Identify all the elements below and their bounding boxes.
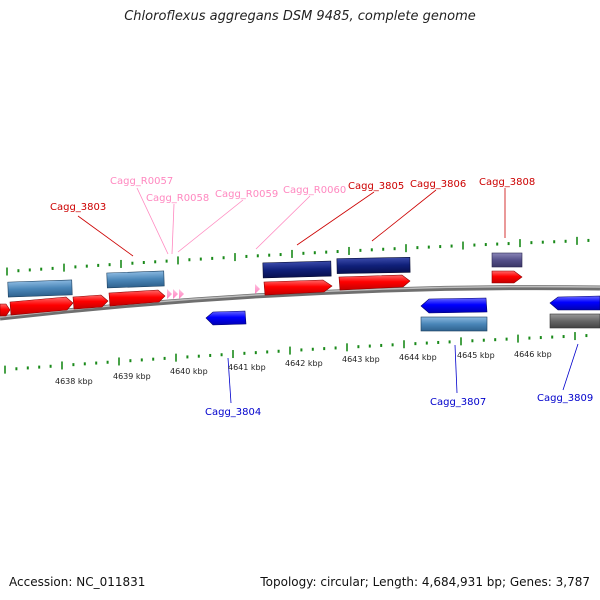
gene-label[interactable]: Cagg_3805	[348, 181, 404, 192]
feature-navy[interactable]	[262, 260, 332, 279]
gene-label[interactable]: Cagg_R0057	[110, 176, 173, 187]
label-connector	[77, 215, 134, 257]
cds-forward-arrow[interactable]	[108, 289, 166, 307]
upper-tick-row	[6, 236, 590, 276]
ruler-label: 4644 kbp	[399, 353, 437, 362]
label-connector	[255, 195, 311, 250]
rna-arrow[interactable]	[173, 289, 178, 299]
ruler-label: 4640 kbp	[170, 367, 208, 376]
label-connector	[177, 199, 244, 253]
cds-forward-arrow[interactable]	[72, 294, 109, 310]
cds-reverse-arrow[interactable]	[205, 310, 247, 326]
ruler-label: 4643 kbp	[342, 355, 380, 364]
cds-forward-arrow[interactable]	[0, 303, 11, 317]
feature-purple[interactable]	[491, 252, 523, 268]
lower-tick-row	[4, 332, 588, 374]
feature-steel[interactable]	[420, 316, 488, 332]
ruler-label: 4642 kbp	[285, 359, 323, 368]
cds-forward-arrow[interactable]	[491, 270, 523, 284]
gene-label[interactable]: Cagg_3804	[205, 407, 261, 418]
label-connector	[371, 189, 437, 242]
cds-forward-arrow[interactable]	[9, 296, 74, 316]
gene-label[interactable]: Cagg_3807	[430, 397, 486, 408]
ruler-label: 4639 kbp	[113, 372, 151, 381]
gene-label[interactable]: Cagg_3803	[50, 202, 106, 213]
label-connector	[171, 203, 175, 255]
gene-label[interactable]: Cagg_R0059	[215, 189, 278, 200]
accession-text: Accession: NC_011831	[9, 575, 146, 589]
topology-text: Topology: circular; Length: 4,684,931 bp…	[260, 575, 590, 589]
ruler-label: 4641 kbp	[228, 363, 266, 372]
gene-label[interactable]: Cagg_3808	[479, 177, 535, 188]
gene-label[interactable]: Cagg_R0058	[146, 193, 209, 204]
rna-arrow[interactable]	[167, 289, 172, 299]
label-connector	[136, 187, 169, 255]
cds-forward-arrow[interactable]	[338, 274, 411, 291]
label-connector	[227, 357, 232, 404]
ruler-label: 4646 kbp	[514, 350, 552, 359]
label-connector	[296, 191, 375, 246]
map-title: Chloroflexus aggregans DSM 9485, complet…	[124, 9, 476, 24]
feature-steel[interactable]	[106, 270, 165, 289]
feature-navy[interactable]	[336, 257, 411, 274]
gene-label[interactable]: Cagg_R0060	[283, 185, 346, 196]
feature-steel[interactable]	[7, 279, 73, 298]
gene-label[interactable]: Cagg_3809	[537, 393, 593, 404]
feature-gray[interactable]	[549, 313, 600, 329]
cds-forward-arrow[interactable]	[263, 279, 333, 296]
label-connector	[562, 343, 579, 391]
rna-arrow[interactable]	[179, 289, 184, 299]
label-connector	[454, 344, 458, 394]
rna-arrow[interactable]	[255, 284, 260, 294]
ruler-label: 4645 kbp	[457, 351, 495, 360]
ruler-label: 4638 kbp	[55, 377, 93, 386]
cds-reverse-arrow[interactable]	[549, 295, 600, 311]
cds-reverse-arrow[interactable]	[420, 297, 488, 314]
gene-label[interactable]: Cagg_3806	[410, 179, 466, 190]
